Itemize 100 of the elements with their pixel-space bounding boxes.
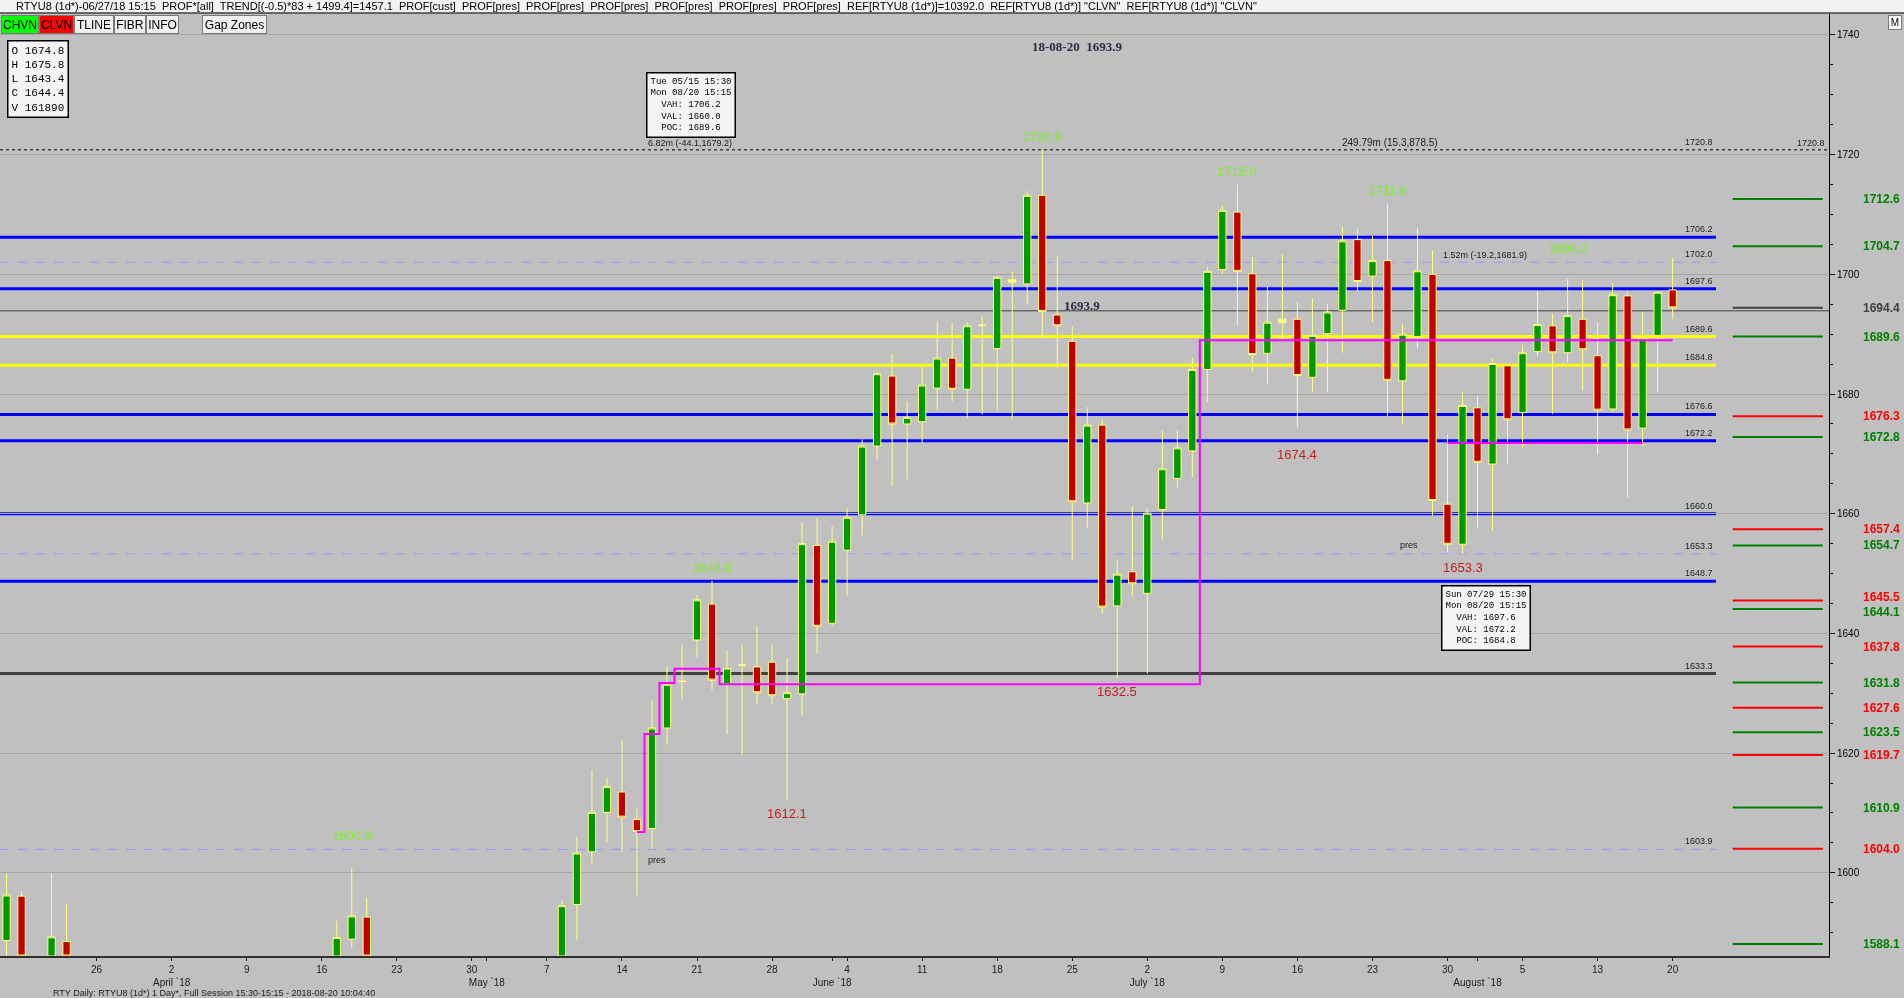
ref-line-label: 1603.9 [1685, 836, 1713, 846]
candlestick [737, 644, 747, 756]
text: 1631.8 [1863, 676, 1901, 690]
candlestick [692, 594, 702, 658]
annotation: 1.52m (-19.2,1681.9) [1443, 250, 1528, 260]
candlestick [767, 644, 777, 706]
x-tick-label: 18 [991, 964, 1004, 975]
ref-line-label: 1702.0 [1685, 249, 1713, 259]
x-tick-label: 23 [391, 964, 403, 975]
candlestick [1293, 301, 1302, 429]
x-tick-label: 25 [1066, 964, 1079, 975]
candlestick [1518, 344, 1527, 449]
x-tick-label: 28 [766, 964, 779, 975]
x-tick-label: May `18 [468, 977, 506, 988]
candlestick [332, 920, 341, 956]
candlestick [917, 366, 927, 444]
candlestick [557, 899, 567, 956]
annotation: Gap Zones [204, 17, 265, 32]
candlestick [752, 625, 762, 705]
x-tick-label: 4 [844, 964, 851, 975]
y-tick-label: 1720 [1837, 149, 1860, 161]
annotation: 1600.9 [332, 828, 372, 843]
text: 1610.9 [1863, 801, 1901, 815]
candlestick [978, 316, 987, 415]
candlestick [1368, 235, 1377, 323]
annotation: 1711.8 [1368, 183, 1407, 198]
candlestick [1353, 228, 1362, 292]
y-tick-label: 1680 [1837, 388, 1860, 400]
annotation: 1612.1 [767, 806, 807, 821]
candlestick [887, 352, 897, 487]
text: 1689.6 [1685, 324, 1713, 334]
candlestick [1023, 190, 1032, 305]
candlestick [1413, 227, 1422, 350]
candlestick [1578, 279, 1587, 391]
candlestick [1533, 290, 1542, 357]
candlestick [1098, 418, 1107, 614]
x-tick-label: 11 [916, 964, 928, 975]
candlestick [1458, 391, 1467, 555]
annotation: INFO [148, 17, 177, 32]
x-tick-label: August `18 [1453, 977, 1503, 988]
candlestick [1668, 257, 1677, 320]
x-tick-label: 2 April `18 [153, 964, 191, 988]
candlestick [1338, 226, 1347, 354]
candlestick [1233, 184, 1242, 326]
candlestick [347, 866, 356, 949]
ref-line-label: 1684.8 [1685, 352, 1713, 362]
candlestick [647, 699, 657, 850]
candlestick [1323, 303, 1332, 393]
ref-line-label: 1660.0 [1685, 501, 1713, 511]
candlestick [1443, 434, 1452, 553]
candlestick [572, 836, 582, 941]
candlestick [1548, 312, 1557, 415]
candlestick [963, 322, 972, 420]
annotation: O 1674.8 H 1675.8 L 1643.4 C 1644.4 V 161890 [11, 44, 65, 114]
candlestick [902, 400, 912, 481]
candlestick [1083, 406, 1092, 529]
annotation: 1693.9 [1064, 298, 1101, 313]
candlestick [617, 739, 627, 853]
x-tick-label: 26 [91, 964, 103, 975]
x-tick-label: 16 [1291, 964, 1304, 975]
text: 1657.4 [1863, 522, 1901, 536]
candlestick [1608, 282, 1617, 413]
text: RTY Daily: RTYU8 (1d*) 1 Day*, Full Session 15:30-15:15 - 2018-08-20 10:04:40 [53, 988, 376, 998]
candlestick [842, 507, 852, 597]
candlestick [1158, 430, 1167, 541]
annotation: 18-08-20 1693.9 [1032, 39, 1123, 54]
y-tick-label: 1740 [1837, 29, 1860, 41]
y-tick-label: 1600 [1837, 867, 1860, 879]
x-tick-label: 16 [316, 964, 328, 975]
text: M [1890, 17, 1900, 28]
candlestick [827, 525, 837, 627]
annotation: 249.79m (15.3,878.5) [1342, 137, 1438, 148]
candlestick [1563, 278, 1572, 363]
candlestick [1038, 149, 1047, 339]
candlestick [1593, 321, 1602, 455]
candlestick [1263, 285, 1272, 385]
text: 1712.6 [1863, 192, 1901, 206]
ref-line-label: 1648.7 [1685, 568, 1713, 578]
candlestick [1053, 255, 1062, 369]
text: 1694.4 [1863, 301, 1901, 315]
candlestick [1488, 358, 1497, 532]
candlestick [1383, 203, 1392, 417]
y-tick-label: 1620 [1837, 747, 1860, 759]
x-tick-label: 20 [1667, 964, 1679, 975]
candlestick [797, 521, 807, 717]
annotation: 1648.8 [692, 560, 732, 575]
candlestick [947, 322, 957, 402]
candlestick [17, 890, 26, 956]
annotation: Tue 05/15 15:30 Mon 08/20 15:15 VAH: 1706.2 VAL: 1660.0 POC: 1689.6 [650, 76, 732, 134]
candlestick [1218, 205, 1227, 275]
x-tick-label: 23 [1366, 964, 1379, 975]
candlestick [1503, 363, 1512, 464]
candlestick [1188, 357, 1197, 478]
chart-title: RTYU8 (1d*)-06/27/18 15:15 PROF*[all] TREND[(-0.5)*83 + 1499.4]=1457.1 PROF[cust] PROF[pres] PROF[pres] PROF[pres] PROF[pres] PROF[pres] PROF[pres] REF[RTYU8 (1d*)]=10392.0 REF[RTYU8 (1d*)] "CLVN" REF[RTYU8 (1d*)] "CLVN" [16, 0, 1257, 13]
annotation: TLINE [76, 17, 112, 32]
x-tick-label: June `18 [812, 977, 852, 988]
annotation: 1674.4 [1277, 447, 1317, 462]
annotation: 1715.0 [1217, 164, 1257, 179]
text: 1619.7 [1863, 748, 1901, 762]
candlestick [872, 371, 882, 461]
